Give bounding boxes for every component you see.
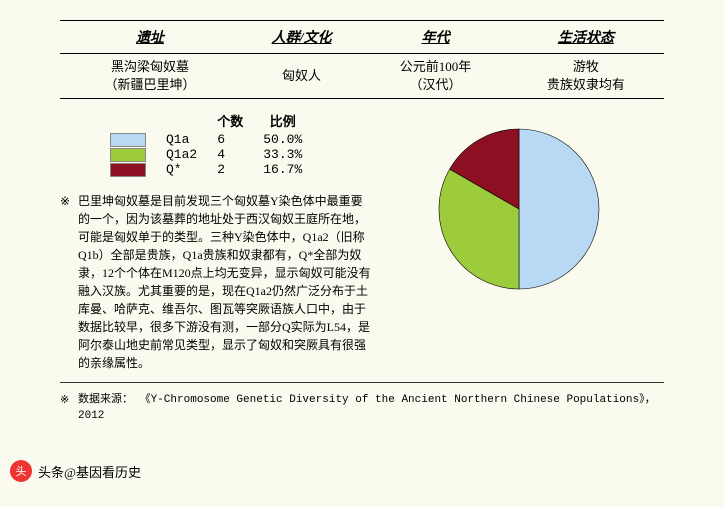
row1-ratio: 33.3% — [253, 147, 312, 162]
data-row: Q1a 6 50.0% — [100, 132, 312, 147]
source-block: ※ 数据来源： 《Y-Chromosome Genetic Diversity … — [60, 393, 664, 424]
th-status: 生活状态 — [508, 21, 664, 54]
data-row: Q1a2 4 33.3% — [100, 147, 312, 162]
th-group: 人群/文化 — [240, 21, 363, 54]
status-line2: 贵族奴隶均有 — [547, 77, 625, 92]
data-row: Q* 2 16.7% — [100, 162, 312, 177]
col-count: 个数 — [207, 109, 253, 132]
table-row: 黑沟梁匈奴墓 （新疆巴里坤） 匈奴人 公元前100年 （汉代） 游牧 贵族奴隶均… — [60, 54, 664, 99]
note-text: 巴里坤匈奴墓是目前发现三个匈奴墓Y染色体中最重要的一个，因为该墓葬的地址处于西汉… — [78, 194, 371, 370]
row1-label: Q1a2 — [156, 147, 207, 162]
site-line1: 黑沟梁匈奴墓 — [111, 59, 189, 74]
row1-count: 4 — [207, 147, 253, 162]
toutiao-logo-icon: 头 — [10, 460, 32, 482]
source-text: 《Y-Chromosome Genetic Diversity of the A… — [78, 394, 656, 421]
footer: 头 头条@基因看历史 — [0, 454, 724, 488]
swatch-0 — [110, 133, 146, 147]
row2-count: 2 — [207, 162, 253, 177]
row0-label: Q1a — [156, 132, 207, 147]
col-ratio: 比例 — [253, 109, 312, 132]
th-period: 年代 — [363, 21, 507, 54]
footer-text: 头条@基因看历史 — [38, 462, 141, 481]
swatch-2 — [110, 163, 146, 177]
row0-count: 6 — [207, 132, 253, 147]
period-line2: （汉代） — [409, 77, 461, 92]
row2-ratio: 16.7% — [253, 162, 312, 177]
note-mark: ※ — [60, 192, 70, 210]
swatch-1 — [110, 148, 146, 162]
site-line2: （新疆巴里坤） — [104, 77, 195, 92]
th-site: 遗址 — [60, 21, 240, 54]
group-text: 匈奴人 — [282, 68, 321, 83]
source-label: 数据来源： — [78, 394, 133, 406]
divider — [60, 382, 664, 383]
pie-slice-Q1a — [519, 129, 599, 289]
info-table: 遗址 人群/文化 年代 生活状态 黑沟梁匈奴墓 （新疆巴里坤） 匈奴人 公元前1… — [60, 20, 664, 99]
row2-label: Q* — [156, 162, 207, 177]
status-line1: 游牧 — [573, 59, 599, 74]
pie-chart — [419, 109, 619, 309]
source-mark: ※ — [60, 393, 69, 408]
row0-ratio: 50.0% — [253, 132, 312, 147]
haplogroup-table: 个数 比例 Q1a 6 50.0% Q1a2 4 33.3% Q* — [100, 109, 312, 177]
note-block: ※ 巴里坤匈奴墓是目前发现三个匈奴墓Y染色体中最重要的一个，因为该墓葬的地址处于… — [60, 192, 374, 372]
period-line1: 公元前100年 — [400, 59, 472, 74]
